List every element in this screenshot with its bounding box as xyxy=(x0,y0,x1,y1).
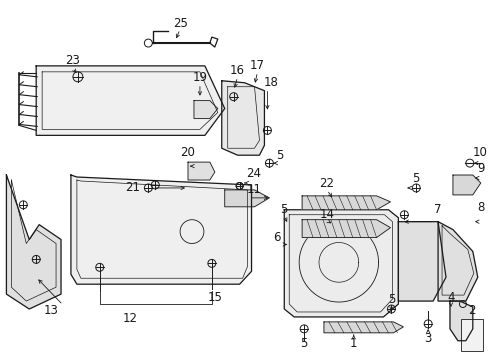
Text: 9: 9 xyxy=(476,162,484,175)
Text: 5: 5 xyxy=(387,293,394,306)
Text: 22: 22 xyxy=(319,177,334,190)
Text: 20: 20 xyxy=(180,146,195,159)
Text: 24: 24 xyxy=(245,167,261,180)
Text: 5: 5 xyxy=(275,149,283,162)
Text: 8: 8 xyxy=(476,201,484,214)
Polygon shape xyxy=(194,100,217,118)
Text: 11: 11 xyxy=(246,184,262,197)
FancyBboxPatch shape xyxy=(460,319,482,351)
Text: 5: 5 xyxy=(412,171,419,185)
Text: 1: 1 xyxy=(349,337,357,350)
Polygon shape xyxy=(437,222,477,301)
Polygon shape xyxy=(324,322,403,333)
Text: 17: 17 xyxy=(249,59,264,72)
Text: 12: 12 xyxy=(122,312,138,325)
Text: 10: 10 xyxy=(471,146,486,159)
Text: 23: 23 xyxy=(65,54,80,67)
Polygon shape xyxy=(6,175,61,309)
Text: 5: 5 xyxy=(280,203,287,216)
Polygon shape xyxy=(449,301,472,341)
Polygon shape xyxy=(221,81,264,155)
Text: 19: 19 xyxy=(192,71,207,84)
Text: 13: 13 xyxy=(43,305,59,318)
Polygon shape xyxy=(284,210,398,317)
Text: 25: 25 xyxy=(172,17,187,30)
Text: 15: 15 xyxy=(207,291,222,303)
Text: 16: 16 xyxy=(230,64,244,77)
Polygon shape xyxy=(188,162,214,180)
Polygon shape xyxy=(224,190,269,207)
Polygon shape xyxy=(71,175,251,284)
Polygon shape xyxy=(302,196,389,210)
Text: 7: 7 xyxy=(433,203,441,216)
Polygon shape xyxy=(452,175,480,195)
Polygon shape xyxy=(398,222,445,301)
Text: 14: 14 xyxy=(319,208,334,221)
Text: 6: 6 xyxy=(273,231,281,244)
Text: 4: 4 xyxy=(447,291,454,303)
Polygon shape xyxy=(36,66,224,135)
Text: 2: 2 xyxy=(467,305,475,318)
Text: 3: 3 xyxy=(424,332,431,345)
Polygon shape xyxy=(302,220,389,238)
Text: 21: 21 xyxy=(125,181,140,194)
Text: 5: 5 xyxy=(300,337,307,350)
Text: 18: 18 xyxy=(264,76,278,89)
